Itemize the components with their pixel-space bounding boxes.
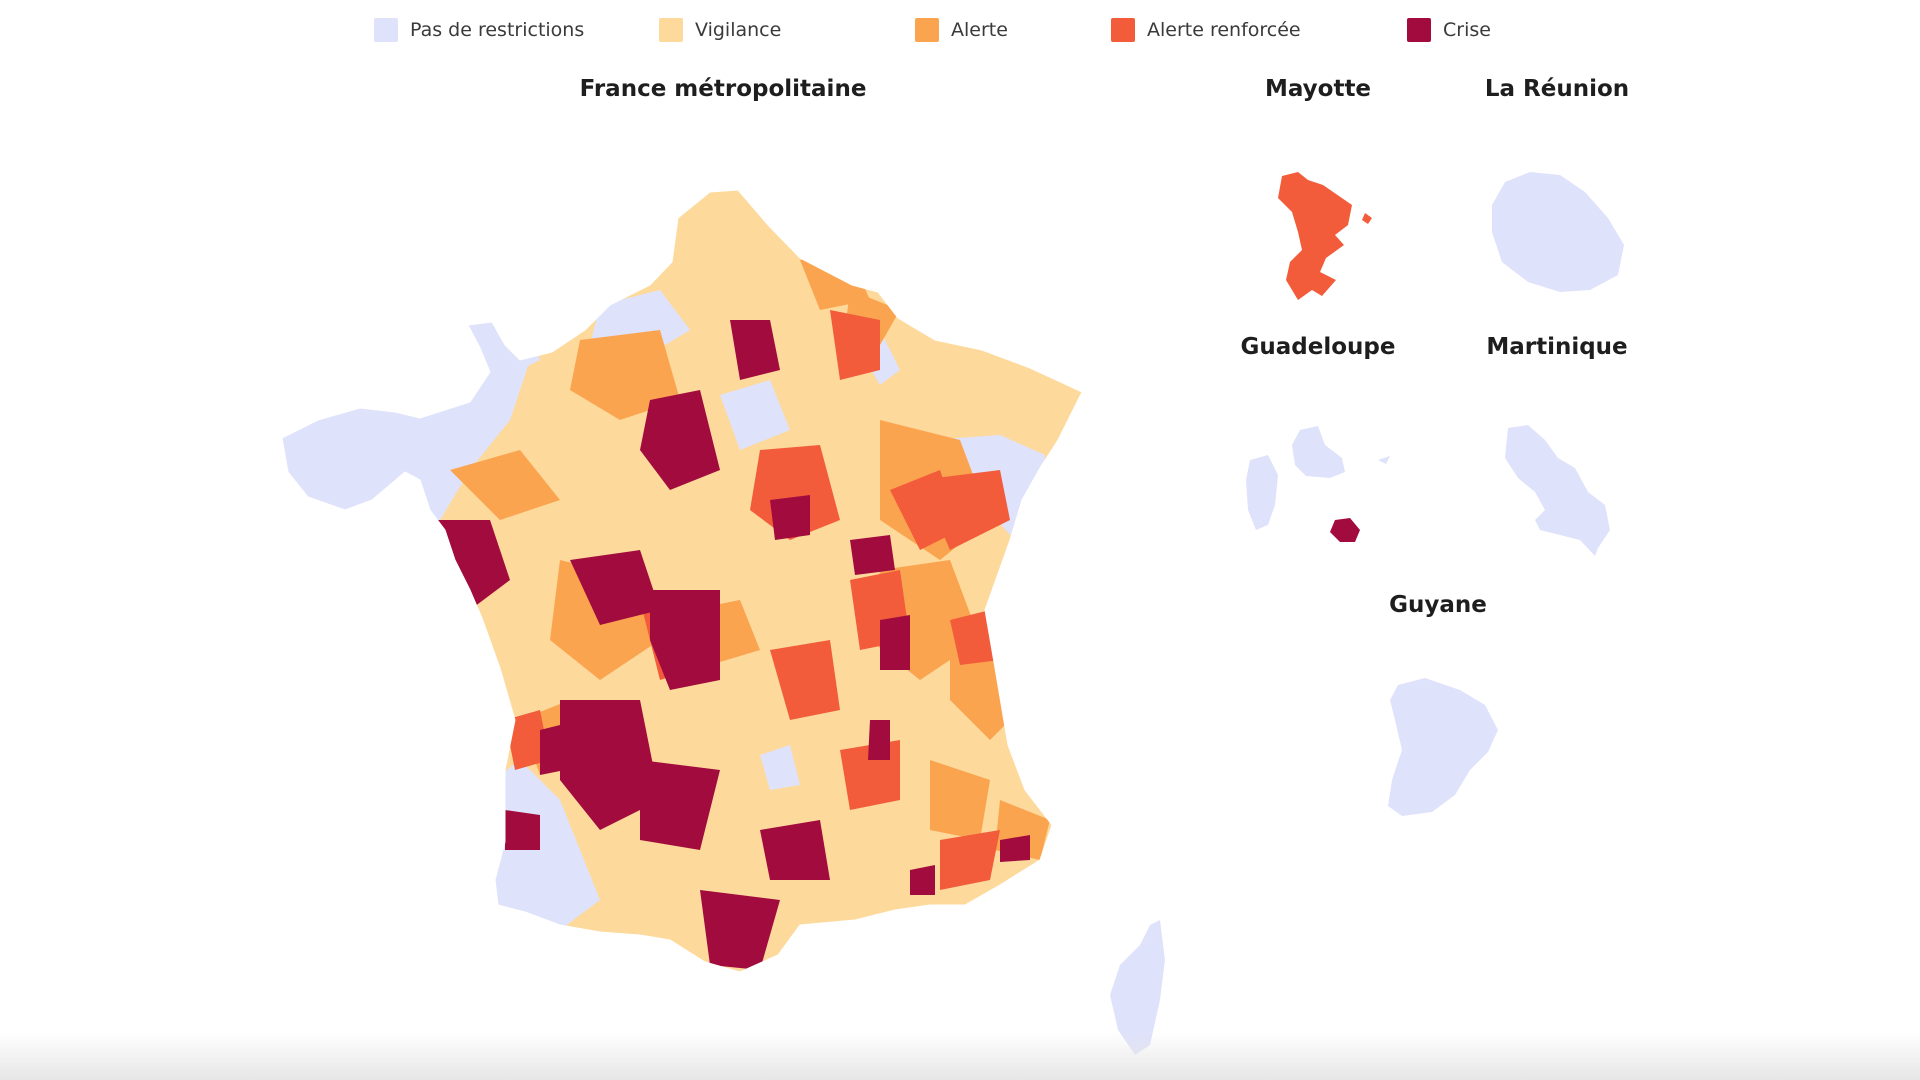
- title-guadeloupe: Guadeloupe: [1240, 334, 1396, 360]
- map-guyane: [1388, 678, 1498, 816]
- region-bouches-du-rhone-crise: [910, 865, 935, 895]
- bottom-scroll-fade: [0, 1032, 1920, 1080]
- legend-label: Pas de restrictions: [410, 19, 585, 41]
- legend-swatch-vigilance: [659, 18, 683, 42]
- region-haute-vienne-crise: [650, 590, 720, 690]
- region-cote-dor-crise: [850, 535, 895, 575]
- map-la-reunion: [1492, 172, 1624, 292]
- region-gard-crise: [760, 820, 830, 880]
- region-dordogne-crise: [560, 700, 660, 830]
- region-charente-maritime-crise: [540, 725, 565, 775]
- title-france-metropolitaine: France métropolitaine: [579, 76, 867, 102]
- map-marie-galante-crise: [1330, 518, 1360, 542]
- region-oise-alerte-renforcee: [830, 310, 880, 380]
- region-haute-marne-alerte-renforcee: [920, 470, 1010, 550]
- legend-item-crise: Crise: [1407, 14, 1491, 46]
- region-allier-alerte-renforcee: [770, 640, 840, 720]
- title-martinique: Martinique: [1486, 334, 1628, 360]
- france-outline: [281, 189, 1083, 973]
- region-var-alerte-renforcee: [940, 830, 1000, 890]
- legend-item-vigilance: Vigilance: [659, 14, 781, 46]
- region-medoc-alerte-renforcee: [505, 710, 550, 770]
- title-la-reunion: La Réunion: [1484, 76, 1630, 102]
- region-deux-sevres-crise: [570, 550, 660, 625]
- region-isere-crise: [868, 720, 890, 760]
- region-lot-crise: [640, 760, 720, 850]
- title-mayotte: Mayotte: [1264, 76, 1372, 102]
- legend-swatch-alerte: [915, 18, 939, 42]
- legend-label: Alerte renforcée: [1147, 19, 1301, 41]
- legend-label: Alerte: [951, 19, 1008, 41]
- map-mayotte: [1278, 172, 1372, 300]
- map-guadeloupe: [1246, 426, 1390, 530]
- region-sarthe-crise: [640, 390, 720, 490]
- region-indre-crise: [770, 495, 810, 540]
- region-drome-alerte: [930, 760, 990, 840]
- title-guyane: Guyane: [1389, 592, 1487, 618]
- region-loire-alerte: [450, 450, 560, 520]
- legend-swatch-alerte-renforcee: [1111, 18, 1135, 42]
- legend-item-alerte: Alerte: [915, 14, 1008, 46]
- region-landes-crise: [505, 810, 540, 850]
- map-france-metropolitaine: [281, 189, 1083, 973]
- legend-swatch-pas-de-restrictions: [374, 18, 398, 42]
- legend-item-pas-de-restrictions: Pas de restrictions: [374, 14, 584, 46]
- region-normandie-alerte: [570, 330, 680, 420]
- legend-item-alerte-renforcee: Alerte renforcée: [1111, 14, 1301, 46]
- legend-label: Vigilance: [695, 19, 782, 41]
- region-ile-de-france-pas-de-restrictions: [720, 380, 790, 450]
- legend-label: Crise: [1443, 19, 1491, 41]
- legend-swatch-crise: [1407, 18, 1431, 42]
- region-val-doise-crise: [730, 320, 780, 380]
- region-nice-crise: [1000, 835, 1030, 862]
- region-ain-crise: [880, 615, 910, 670]
- legend: Pas de restrictions Vigilance Alerte Ale…: [0, 14, 1920, 46]
- region-cantal-pas-de-restrictions: [760, 745, 800, 790]
- map-martinique: [1505, 425, 1610, 556]
- region-herault-crise: [700, 890, 780, 970]
- map-corse: [1110, 920, 1165, 1055]
